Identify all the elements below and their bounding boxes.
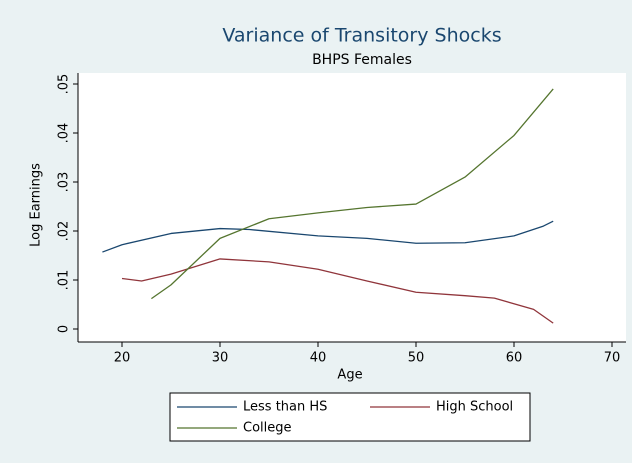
chart-subtitle: BHPS Females (312, 52, 412, 68)
x-tick-label: 40 (310, 351, 327, 366)
series-line (121, 258, 554, 324)
y-tick-label: .05 (57, 74, 72, 95)
x-tick-label: 50 (408, 351, 425, 366)
series-line (102, 220, 554, 253)
plot-area (78, 73, 626, 342)
legend-label: College (243, 421, 292, 436)
y-tick-label: .01 (57, 270, 72, 291)
y-tick-label: 0 (57, 325, 72, 333)
x-tick-label: 60 (506, 351, 523, 366)
x-tick-label: 70 (604, 351, 621, 366)
y-axis-label: Log Earnings (29, 163, 44, 247)
y-tick-label: .02 (57, 221, 72, 242)
legend (169, 392, 531, 442)
y-tick-label: .03 (57, 172, 72, 193)
x-tick-label: 30 (212, 351, 229, 366)
legend-label: High School (436, 400, 513, 415)
series-line (151, 88, 554, 300)
y-tick-label: .04 (57, 123, 72, 144)
legend-label: Less than HS (243, 400, 327, 415)
x-tick-label: 20 (114, 351, 131, 366)
chart-title: Variance of Transitory Shocks (222, 25, 501, 47)
x-axis-label: Age (337, 368, 362, 383)
